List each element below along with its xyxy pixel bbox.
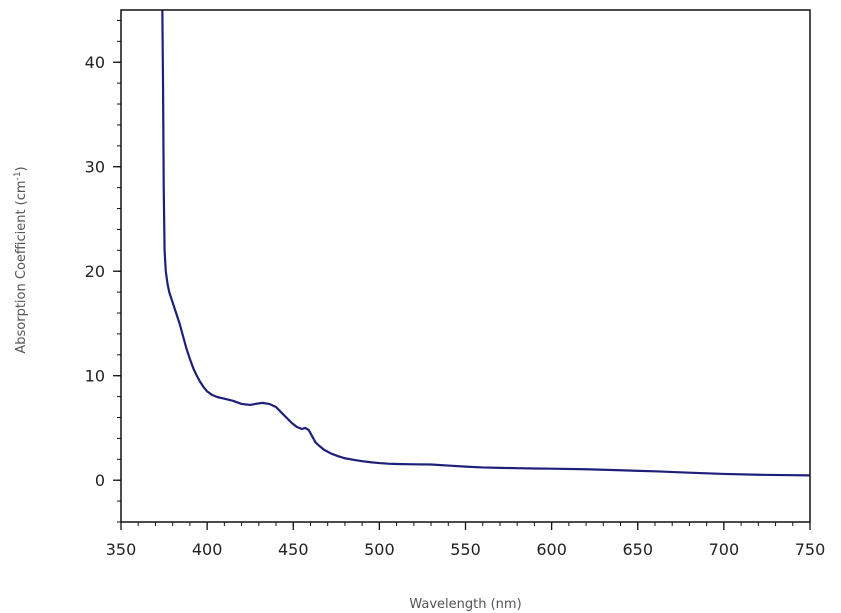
x-tick-label: 450 [278, 540, 309, 559]
x-tick-label: 700 [709, 540, 740, 559]
x-axis-label: Wavelength (nm) [409, 597, 521, 612]
x-tick-label: 750 [795, 540, 826, 559]
x-tick-label: 550 [450, 540, 481, 559]
y-axis-label-superscript: -1 [13, 171, 23, 180]
tick-labels-layer: 350 400 450 500 550 600 650 700 750 0 10 20 30 40 [85, 53, 826, 559]
x-tick-label: 350 [106, 540, 137, 559]
series-layer [161, 10, 810, 477]
x-tick-label: 600 [536, 540, 567, 559]
x-tick-label: 650 [622, 540, 653, 559]
y-axis-label-main: Absorption Coefficient (cm [14, 180, 29, 353]
y-tick-label: 20 [85, 262, 105, 281]
plot-frame [120, 9, 811, 523]
y-tick-label: 0 [95, 471, 105, 490]
y-axis-label-suffix: ) [14, 166, 29, 171]
y-axis-label: Absorption Coefficient (cm-1) [13, 166, 29, 353]
ticks-layer [113, 19, 811, 530]
x-tick-label: 400 [192, 540, 223, 559]
y-tick-label: 10 [85, 367, 105, 386]
y-tick-label: 40 [85, 53, 105, 72]
absorption-series-line-0 [161, 10, 810, 477]
y-tick-label: 30 [85, 158, 105, 177]
x-tick-label: 500 [364, 540, 395, 559]
